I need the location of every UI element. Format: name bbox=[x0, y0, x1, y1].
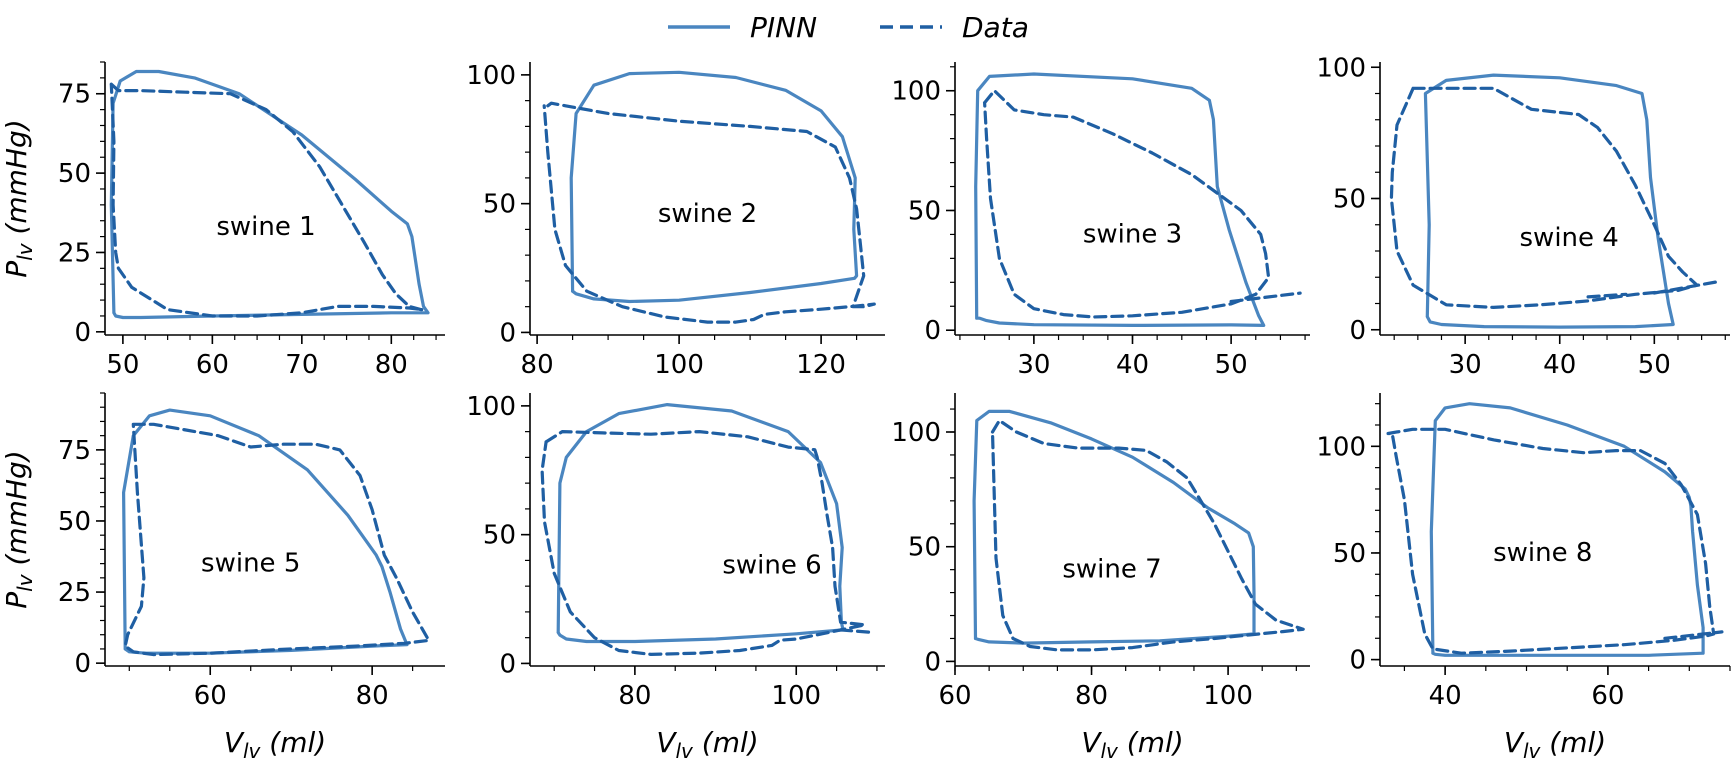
panel-annotation: swine 4 bbox=[1520, 223, 1619, 253]
y-tick-label: 75 bbox=[58, 436, 91, 466]
y-tick-label: 50 bbox=[908, 196, 941, 226]
y-axis-label: Plv (mmHg) bbox=[0, 119, 37, 277]
panel-7: 60 80 100 0 50 100 swine 7 Vlv (ml) bbox=[891, 393, 1310, 760]
x-tick-label: 60 bbox=[196, 350, 229, 380]
x-tick-label: 50 bbox=[1638, 350, 1671, 380]
data-series-line bbox=[1389, 86, 1699, 309]
panel-3: 30 40 50 0 50 100 swine 3 bbox=[891, 62, 1310, 380]
x-tick-label: 50 bbox=[1215, 350, 1248, 380]
data-series-line bbox=[1663, 630, 1724, 640]
x-tick-label: 40 bbox=[1116, 350, 1149, 380]
y-tick-label: 0 bbox=[499, 318, 516, 348]
y-tick-label: 50 bbox=[1333, 185, 1366, 215]
legend-label-data: Data bbox=[962, 11, 1029, 44]
data-series-line bbox=[1586, 292, 1628, 299]
x-tick-label: 100 bbox=[1203, 681, 1253, 711]
data-series-line bbox=[990, 418, 1305, 652]
x-tick-label: 80 bbox=[521, 350, 554, 380]
x-tick-label: 80 bbox=[375, 350, 408, 380]
data-series-line bbox=[1386, 427, 1716, 655]
legend-label-pinn: PINN bbox=[750, 11, 817, 44]
data-series-line bbox=[540, 430, 867, 657]
x-tick-label: 30 bbox=[1017, 350, 1050, 380]
panel-4: 30 40 50 0 50 100 swine 4 bbox=[1316, 53, 1730, 380]
y-tick-label: 25 bbox=[58, 578, 91, 608]
x-tick-label: 80 bbox=[1075, 681, 1108, 711]
y-tick-label: 0 bbox=[1349, 316, 1366, 346]
panel-annotation: swine 6 bbox=[722, 551, 821, 581]
panel-8: 40 60 0 50 100 swine 8 Vlv (ml) bbox=[1316, 393, 1731, 760]
pinn-series-line bbox=[1429, 402, 1705, 657]
data-series-line bbox=[542, 101, 876, 324]
x-tick-label: 50 bbox=[106, 350, 139, 380]
y-tick-label: 50 bbox=[483, 190, 516, 220]
panel-2: 80 100 120 0 50 100 swine 2 bbox=[466, 61, 885, 380]
y-tick-label: 50 bbox=[1333, 539, 1366, 569]
x-tick-label: 70 bbox=[285, 350, 318, 380]
y-tick-label: 25 bbox=[58, 238, 91, 268]
y-axis-label: Plv (mmHg) bbox=[0, 450, 37, 608]
panel-annotation: swine 8 bbox=[1493, 538, 1592, 568]
data-series-line bbox=[123, 422, 431, 657]
y-tick-label: 100 bbox=[891, 418, 941, 448]
data-series-line bbox=[1229, 291, 1302, 304]
y-tick-label: 100 bbox=[1316, 432, 1366, 462]
x-tick-label: 40 bbox=[1543, 350, 1576, 380]
y-tick-label: 0 bbox=[1349, 646, 1366, 676]
x-axis-label: Vlv (ml) bbox=[1504, 726, 1606, 760]
panel-annotation: swine 3 bbox=[1083, 219, 1182, 249]
panel-annotation: swine 1 bbox=[216, 212, 315, 242]
pinn-series-line bbox=[972, 409, 1256, 645]
data-series-line bbox=[109, 82, 425, 318]
y-tick-label: 0 bbox=[74, 318, 91, 348]
y-tick-label: 0 bbox=[924, 647, 941, 677]
x-tick-label: 80 bbox=[618, 681, 651, 711]
data-series-line bbox=[982, 89, 1271, 319]
panel-6: 80 100 0 50 100 swine 6 Vlv (ml) bbox=[466, 392, 885, 760]
y-tick-label: 100 bbox=[466, 61, 516, 91]
data-series-line bbox=[1652, 279, 1723, 295]
panel-annotation: swine 2 bbox=[658, 199, 757, 229]
panel-1: 50 60 70 80 0 25 50 75 swine 1 Plv (mmHg) bbox=[0, 61, 445, 380]
x-tick-label: 60 bbox=[194, 681, 227, 711]
y-tick-label: 100 bbox=[1316, 53, 1366, 83]
x-axis-label: Vlv (ml) bbox=[1081, 726, 1183, 760]
y-tick-label: 50 bbox=[58, 159, 91, 189]
legend: PINN Data bbox=[668, 11, 1029, 44]
panel-annotation: swine 5 bbox=[201, 549, 300, 579]
pinn-series-line bbox=[1423, 73, 1675, 329]
y-tick-label: 50 bbox=[483, 521, 516, 551]
x-tick-label: 100 bbox=[771, 681, 821, 711]
x-axis-label: Vlv (ml) bbox=[224, 726, 326, 760]
x-tick-label: 100 bbox=[654, 350, 704, 380]
y-tick-label: 75 bbox=[58, 80, 91, 110]
pinn-series-line bbox=[569, 70, 859, 304]
y-tick-label: 100 bbox=[466, 392, 516, 422]
data-series-line bbox=[838, 628, 875, 635]
pinn-series-line bbox=[974, 72, 1266, 327]
x-tick-label: 60 bbox=[1591, 681, 1624, 711]
x-tick-label: 30 bbox=[1449, 350, 1482, 380]
y-tick-label: 0 bbox=[499, 649, 516, 679]
x-tick-label: 80 bbox=[356, 681, 389, 711]
y-tick-label: 0 bbox=[74, 649, 91, 679]
pinn-series-line bbox=[556, 403, 845, 644]
y-tick-label: 0 bbox=[924, 316, 941, 346]
x-tick-label: 120 bbox=[796, 350, 846, 380]
panel-annotation: swine 7 bbox=[1062, 555, 1161, 585]
x-tick-label: 40 bbox=[1429, 681, 1462, 711]
y-tick-label: 50 bbox=[58, 507, 91, 537]
x-tick-label: 60 bbox=[938, 681, 971, 711]
pinn-series-line bbox=[109, 69, 430, 320]
x-axis-label: Vlv (ml) bbox=[656, 726, 758, 760]
panel-5: 60 80 0 25 50 75 swine 5 Plv (mmHg) Vlv (ml) bbox=[0, 392, 445, 760]
y-tick-label: 50 bbox=[908, 533, 941, 563]
y-tick-label: 100 bbox=[891, 77, 941, 107]
